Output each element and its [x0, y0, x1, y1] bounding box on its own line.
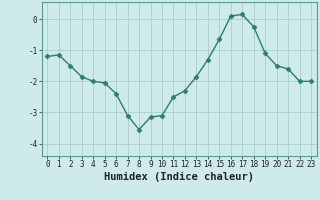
X-axis label: Humidex (Indice chaleur): Humidex (Indice chaleur) — [104, 172, 254, 182]
